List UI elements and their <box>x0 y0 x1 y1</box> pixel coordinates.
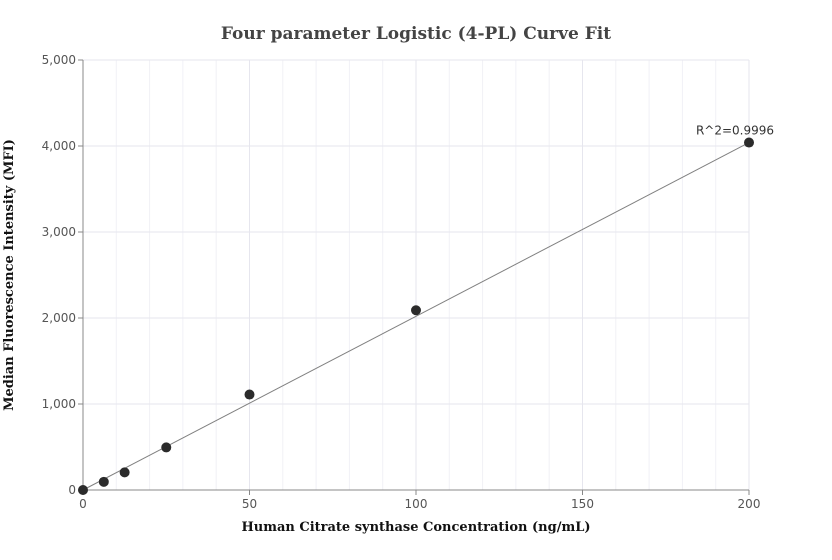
data-point[interactable] <box>161 442 172 453</box>
x-axis-title: Human Citrate synthase Concentration (ng… <box>241 520 590 535</box>
x-tick-label: 50 <box>242 497 257 511</box>
data-point[interactable] <box>119 467 130 478</box>
y-tick-label: 4,000 <box>42 139 76 153</box>
y-tick-label: 0 <box>68 483 76 497</box>
y-tick-label: 2,000 <box>42 311 76 325</box>
fit-line <box>82 142 750 491</box>
data-point[interactable] <box>244 389 255 400</box>
chart-title: Four parameter Logistic (4-PL) Curve Fit <box>221 24 611 44</box>
x-tick-label: 150 <box>571 497 594 511</box>
y-tick-label: 3,000 <box>42 225 76 239</box>
y-axis-ticks: 0 1,000 2,000 3,000 4,000 5,000 <box>42 53 83 497</box>
data-point[interactable] <box>411 305 421 316</box>
y-tick-label: 5,000 <box>42 53 76 67</box>
data-point[interactable] <box>98 476 109 487</box>
x-tick-label: 0 <box>79 497 87 511</box>
data-point[interactable] <box>78 485 88 495</box>
x-tick-label: 100 <box>405 497 428 511</box>
r-squared-annotation: R^2=0.9996 <box>696 124 774 138</box>
data-point[interactable] <box>744 137 754 148</box>
x-axis-ticks: 0 50 100 150 200 <box>79 490 760 511</box>
data-points <box>78 137 754 495</box>
y-tick-label: 1,000 <box>42 397 76 411</box>
x-tick-label: 200 <box>738 497 761 511</box>
y-axis-title: Median Fluorescence Intensity (MFI) <box>2 139 17 411</box>
